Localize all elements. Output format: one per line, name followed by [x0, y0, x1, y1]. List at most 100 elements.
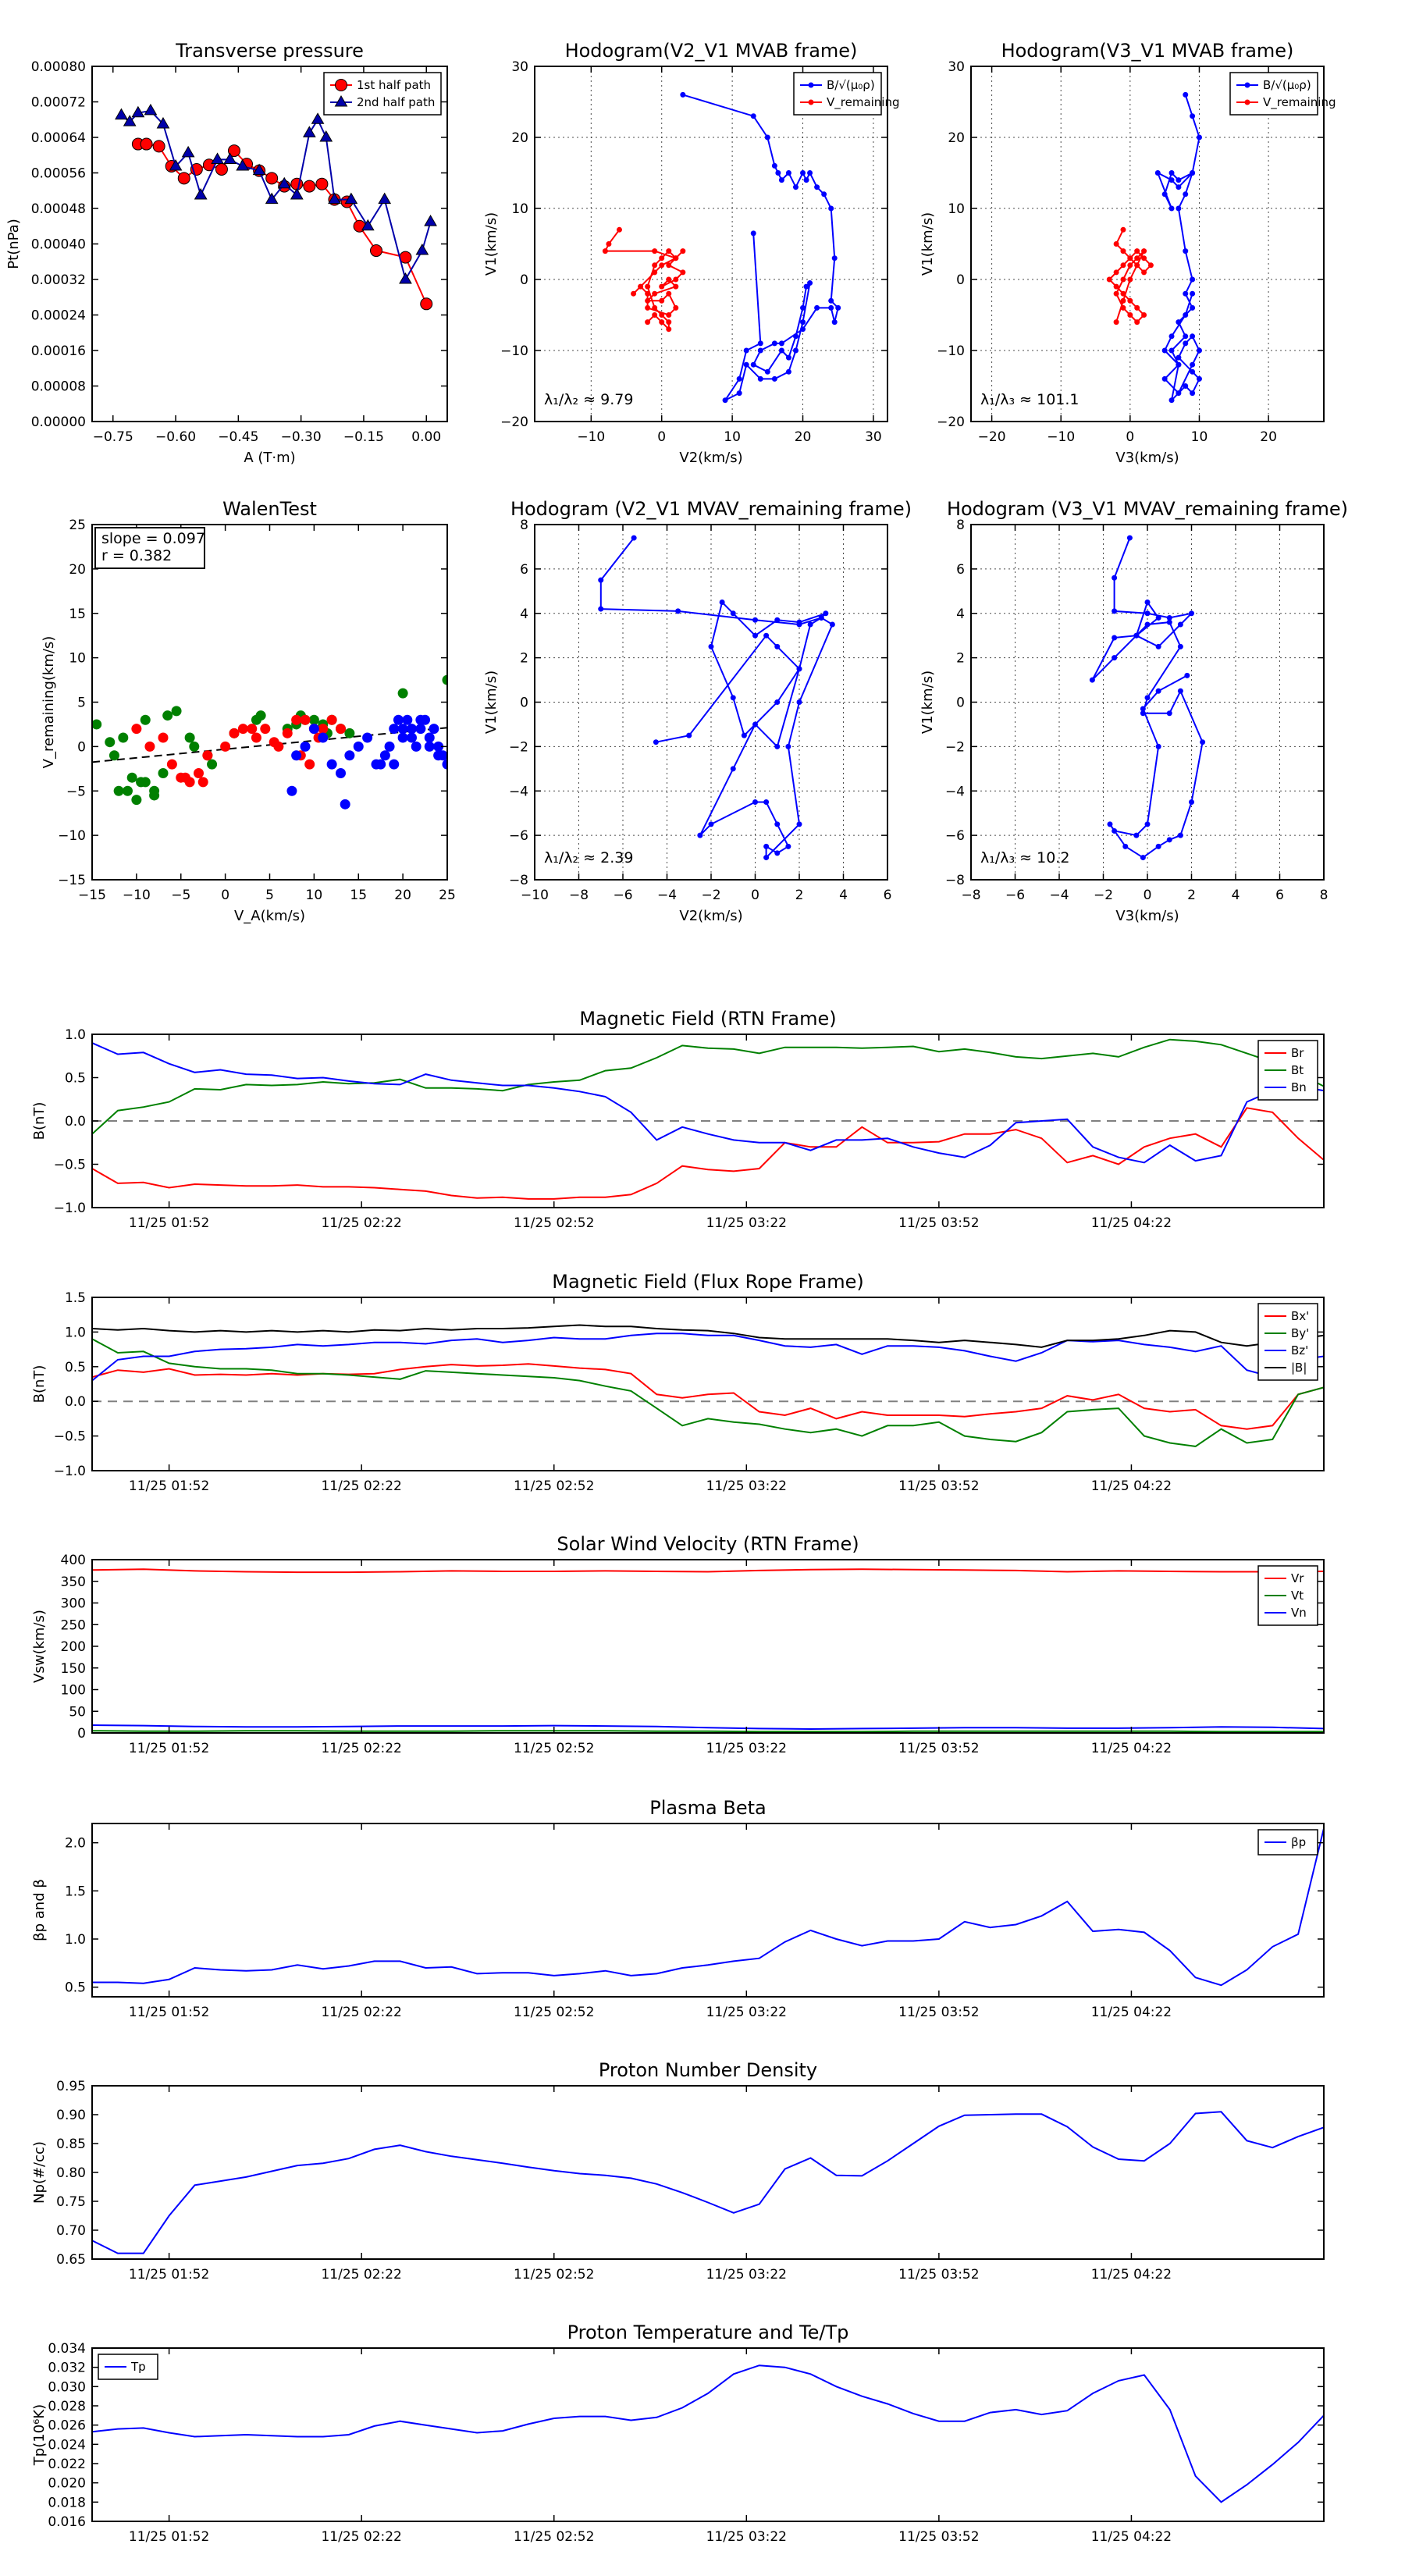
data-point — [730, 610, 736, 617]
data-point-circle — [315, 177, 329, 190]
plot-frame — [91, 1297, 1325, 1471]
data-point — [1177, 832, 1183, 838]
data-point — [666, 319, 672, 326]
data-point — [708, 821, 714, 827]
data-point — [807, 170, 813, 176]
data-point — [1168, 333, 1175, 340]
data-point — [598, 577, 604, 583]
data-point — [1183, 248, 1189, 254]
y-tick-label: 0 — [77, 1726, 86, 1742]
legend-box — [1229, 72, 1318, 116]
data-point — [803, 177, 809, 183]
series-br — [92, 1107, 1324, 1200]
y-tick-label: 0.022 — [48, 2457, 86, 2472]
y-tick-label: 0.034 — [48, 2341, 86, 2357]
data-point — [680, 91, 686, 98]
data-point — [774, 617, 781, 623]
y-tick-label: 0.00080 — [31, 59, 86, 75]
x-tick-label: 11/25 03:22 — [706, 2529, 787, 2545]
data-point-triangle — [319, 130, 333, 142]
data-point — [1177, 643, 1183, 649]
y-tick-label: −15 — [58, 873, 86, 888]
chart-h1: Hodogram(V2_V1 MVAB frame) −10 0 10 20 30 −20 −… — [483, 40, 900, 466]
x-tick-label: −6 — [613, 888, 632, 903]
data-point — [397, 732, 408, 743]
legend-label: By' — [1291, 1326, 1309, 1340]
y-tick-label: −6 — [509, 828, 528, 844]
data-point — [286, 785, 297, 796]
data-point — [764, 368, 770, 375]
stats-box — [94, 527, 205, 569]
y-tick-label: 300 — [61, 1596, 86, 1612]
data-point — [823, 610, 829, 617]
legend-label: Bz' — [1291, 1343, 1308, 1357]
plot-area — [92, 2364, 1324, 2503]
series-line — [92, 1038, 1324, 1135]
data-point — [1127, 297, 1133, 304]
data-point — [397, 724, 408, 735]
x-tick-label: 11/25 04:22 — [1091, 1215, 1172, 1231]
data-point — [1196, 134, 1202, 141]
chart-title: Proton Number Density — [599, 2059, 817, 2081]
legend-label: Bn — [1291, 1080, 1307, 1094]
data-point — [796, 619, 802, 625]
data-point — [821, 191, 827, 197]
data-point — [273, 741, 284, 752]
y-tick-label: 1.0 — [65, 1325, 86, 1340]
y-tick-label: 0.00072 — [31, 95, 86, 111]
plot-area — [92, 1038, 1324, 1200]
data-point-circle — [152, 140, 165, 153]
data-point — [796, 821, 802, 827]
x-tick-label: −6 — [1005, 888, 1025, 903]
y-tick-label: −4 — [509, 784, 528, 799]
data-point — [1120, 297, 1126, 304]
y-tick-label: 0.85 — [56, 2137, 86, 2152]
data-point — [1141, 248, 1147, 254]
data-point — [140, 714, 151, 725]
data-point — [1106, 276, 1112, 283]
data-point — [736, 375, 742, 382]
data-point — [775, 170, 781, 176]
data-point — [389, 759, 400, 770]
data-point — [763, 632, 770, 639]
legend: B/√(μ₀ρ) V_remaining — [1229, 72, 1336, 116]
y-tick-label: 8 — [520, 518, 528, 533]
data-point — [1166, 710, 1172, 717]
data-point — [645, 283, 651, 290]
y-tick-label: 0.00008 — [31, 379, 86, 395]
plot-frame — [91, 66, 448, 422]
x-tick-label: −10 — [123, 888, 151, 903]
data-point — [1196, 347, 1202, 354]
x-tick-label: 11/25 03:52 — [898, 2005, 979, 2020]
data-point — [1176, 390, 1182, 397]
y-tick-label: 8 — [956, 518, 965, 533]
data-point — [828, 304, 834, 311]
y-tick-label: 0.00048 — [31, 201, 86, 217]
y-tick-label: 0.0 — [65, 1394, 86, 1410]
chart-vsw: Solar Wind Velocity (RTN Frame) 11/25 01:… — [31, 1533, 1325, 1756]
y-tick-label: 0.00032 — [31, 272, 86, 288]
x-tick-label: 11/25 02:22 — [321, 2529, 401, 2545]
series-line — [599, 537, 834, 860]
data-point — [158, 732, 169, 743]
data-point — [1144, 695, 1151, 701]
data-point — [659, 319, 665, 326]
data-point — [831, 319, 838, 326]
data-point — [384, 741, 395, 752]
data-point — [1120, 276, 1126, 283]
series-v-remaining — [602, 226, 686, 333]
data-point — [300, 741, 311, 752]
chart-tp: Proton Temperature and Te/Tp 11/25 01:52 1… — [31, 2322, 1325, 2545]
data-point — [1147, 262, 1154, 269]
chart-h3: Hodogram (V2_V1 MVAV_remaining frame) −10… — [483, 498, 912, 924]
y-tick-label: 1.5 — [65, 1884, 86, 1899]
data-point — [807, 621, 813, 628]
data-point — [162, 710, 173, 721]
series-line — [92, 2111, 1324, 2254]
plot-frame — [970, 66, 1325, 422]
data-point — [1176, 354, 1182, 361]
series-line — [92, 1363, 1324, 1430]
data-point — [397, 688, 408, 699]
series-0 — [598, 535, 835, 861]
data-point — [344, 728, 355, 738]
